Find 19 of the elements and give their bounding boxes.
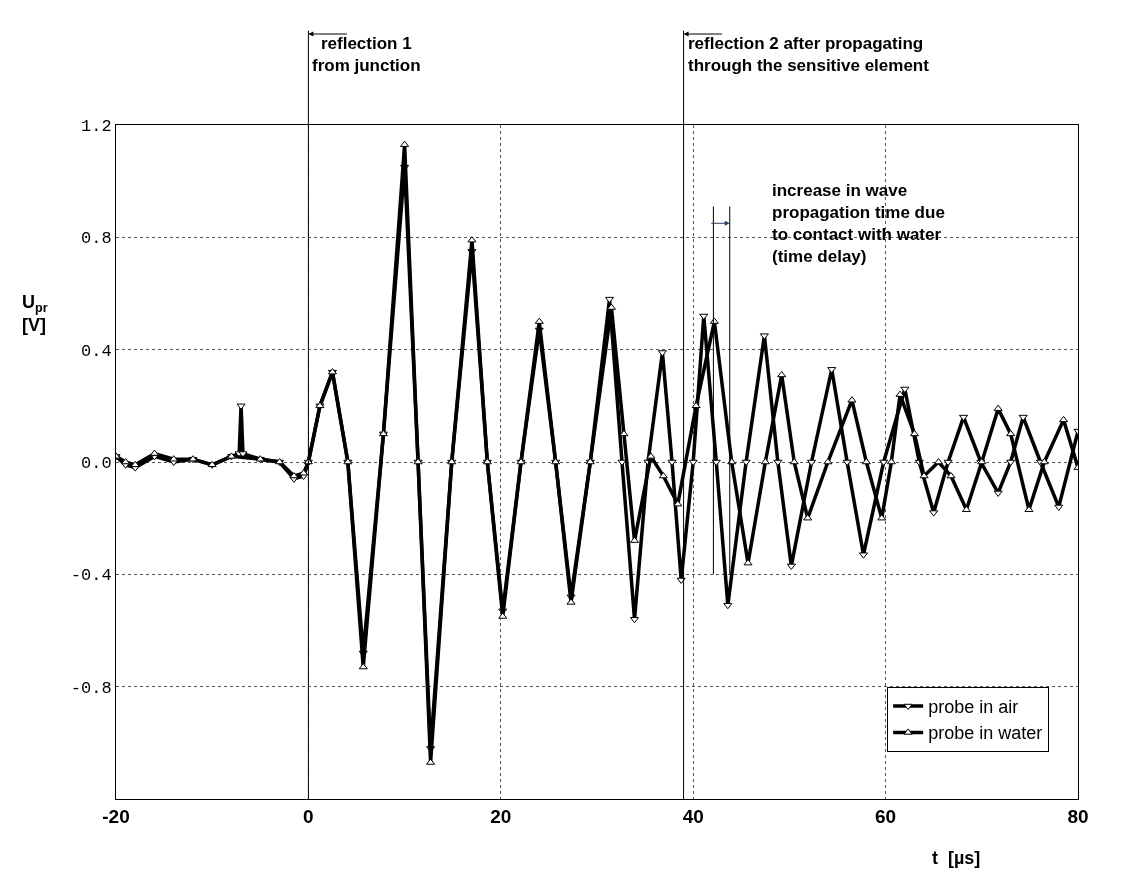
y-tick-label: 0.4	[80, 341, 112, 361]
x-tick-label: 80	[1067, 805, 1089, 827]
x-axis-title: t [µs]	[932, 848, 981, 868]
y-axis-title: U$_{pr}$ [V]	[22, 292, 48, 336]
y-tick-label: 0.8	[80, 229, 112, 249]
x-tick-label: 20	[490, 805, 512, 827]
x-tick-label: -20	[102, 805, 130, 827]
ref-line-label: reflection 1 from junction	[312, 34, 421, 76]
ref-line-label: reflection 2 after propagating through the sensitive element	[688, 34, 930, 76]
y-tick-label: -0.4	[70, 566, 112, 586]
x-tick-label: 0	[303, 805, 314, 827]
legend-label: probe in air	[928, 697, 1019, 718]
x-tick-label: 60	[875, 805, 897, 827]
annotation: increase in wave propagation time due to contact with water (time delay)	[772, 181, 945, 267]
y-tick-label: 1.2	[80, 116, 112, 136]
y-tick-label: -0.8	[70, 678, 112, 698]
legend-label: probe in water	[928, 723, 1043, 744]
y-tick-label: 0.0	[80, 453, 112, 473]
x-tick-label: 40	[682, 805, 704, 827]
